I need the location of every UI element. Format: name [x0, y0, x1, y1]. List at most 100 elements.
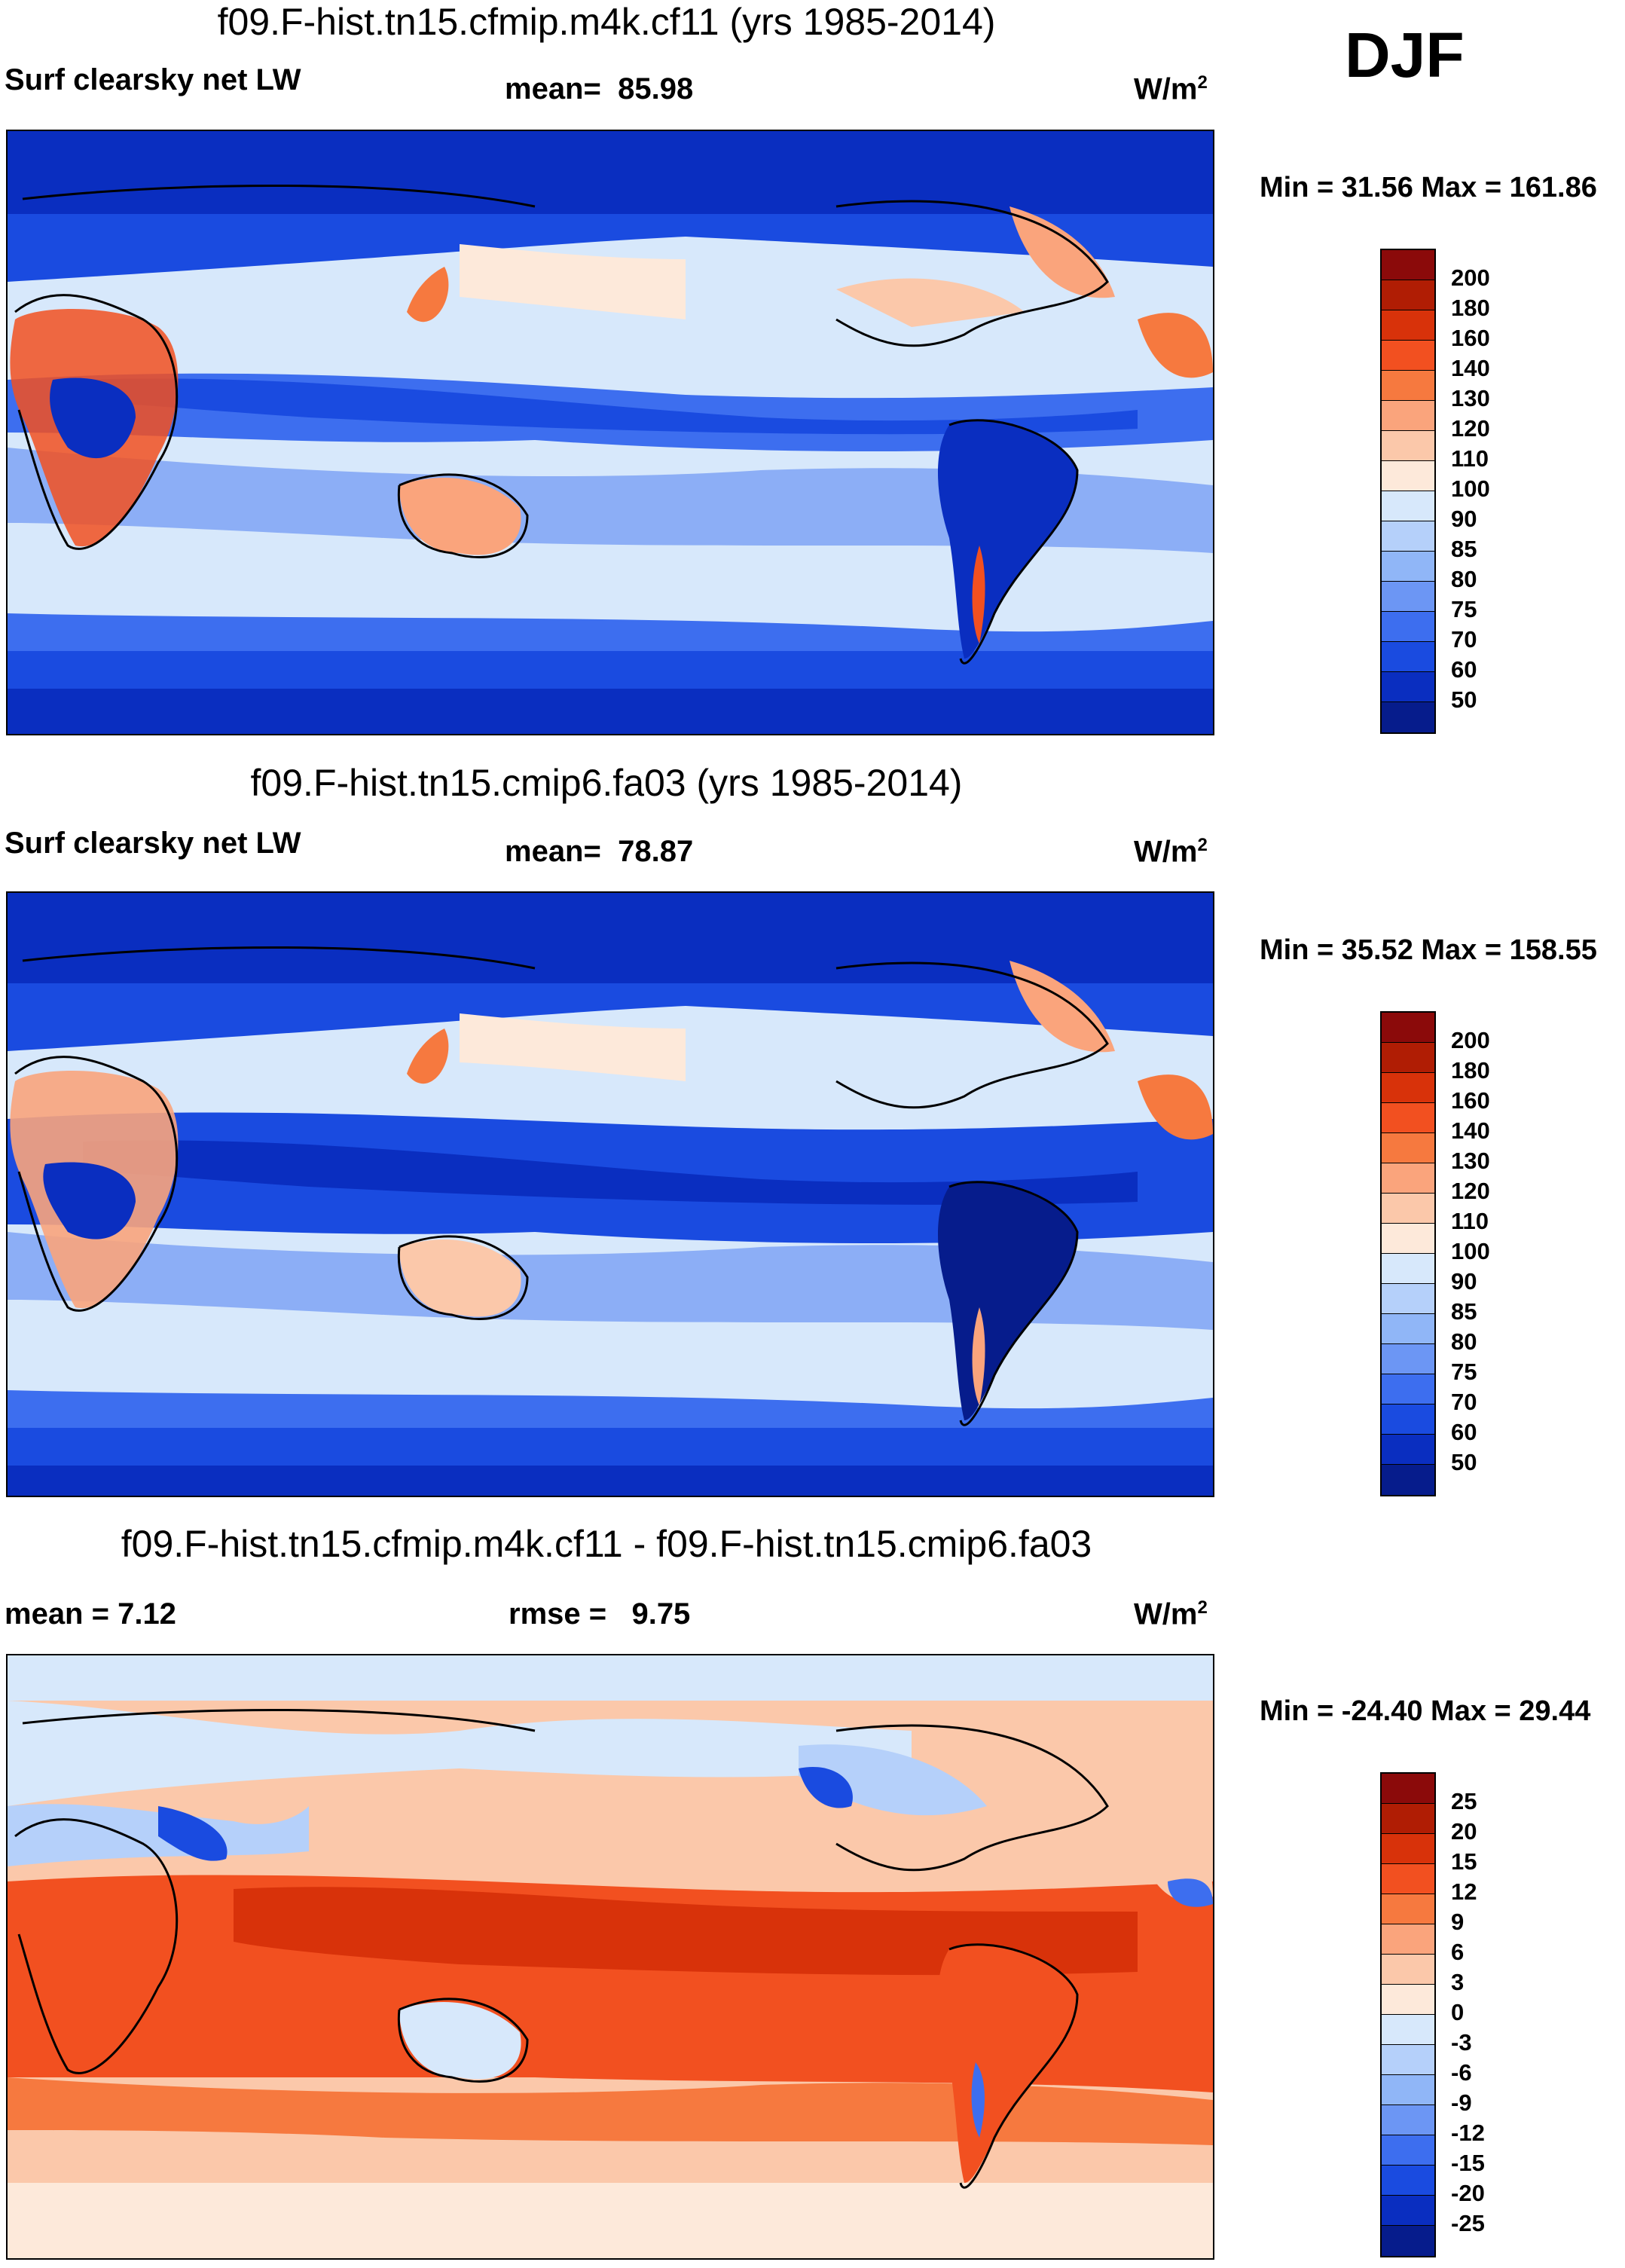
panel1-cb-label: 120 [1451, 415, 1490, 442]
panel1-cb-label: 60 [1451, 656, 1477, 683]
panel2-colorbar-swatch [1382, 1314, 1434, 1344]
panel2-mean: mean= 78.87 [505, 835, 693, 869]
panel3-units: W/m2 [1134, 1597, 1208, 1631]
panel3-colorbar-swatch [1382, 2105, 1434, 2135]
panel1-colorbar-swatch [1382, 371, 1434, 401]
panel3-cb-label: 15 [1451, 1848, 1477, 1875]
panel3-cb-label: -20 [1451, 2180, 1485, 2206]
panel1-colorbar-swatch [1382, 552, 1434, 582]
panel1-colorbar-swatch [1382, 672, 1434, 702]
panel3-cb-label: 9 [1451, 1909, 1465, 1935]
panel3-cb-label: 0 [1451, 1999, 1465, 2025]
panel3-units-base: W/m [1134, 1597, 1198, 1631]
panel3-colorbar-swatch [1382, 2196, 1434, 2226]
panel1-colorbar-swatch [1382, 612, 1434, 642]
panel3-cb-label: 3 [1451, 1969, 1465, 1995]
panel2-cb-label: 200 [1451, 1027, 1490, 1053]
panel2-minmax: Min = 35.52 Max = 158.55 [1260, 934, 1597, 966]
panel1-colorbar-swatch [1382, 521, 1434, 552]
panel3-mean: mean = 7.12 [5, 1597, 176, 1631]
panel1-cb-label: 85 [1451, 536, 1477, 562]
panel3-colorbar-swatch [1382, 1924, 1434, 1955]
panel2-colorbar-swatch [1382, 1163, 1434, 1194]
panel3-colorbar-swatch [1382, 2135, 1434, 2166]
panel1-units-exp: 2 [1197, 72, 1208, 93]
panel1-mean: mean= 85.98 [505, 72, 693, 106]
panel2-cb-label: 180 [1451, 1057, 1490, 1084]
panel1-colorbar-swatch [1382, 702, 1434, 732]
panel3-stat-value: 9.75 [631, 1597, 691, 1631]
panel1-colorbar-swatch [1382, 310, 1434, 341]
panel2-variable-label: Surf clearsky net LW [5, 827, 301, 860]
panel2-colorbar-swatch [1382, 1284, 1434, 1314]
panel1-map [6, 130, 1214, 735]
panel2-colorbar-swatch [1382, 1405, 1434, 1435]
panel1-minmax: Min = 31.56 Max = 161.86 [1260, 172, 1597, 203]
panel1-colorbar-swatch [1382, 582, 1434, 612]
panel1-cb-label: 160 [1451, 325, 1490, 351]
panel3-colorbar-swatch [1382, 1955, 1434, 1985]
panel2-colorbar-swatch [1382, 1374, 1434, 1405]
panel1-units-base: W/m [1134, 72, 1198, 106]
panel1-cb-label: 100 [1451, 475, 1490, 502]
panel3-stat-label: rmse = [509, 1597, 607, 1631]
panel3-minmax: Min = -24.40 Max = 29.44 [1260, 1695, 1591, 1727]
panel1-stat-label: mean= [505, 72, 601, 105]
season-label: DJF [1345, 20, 1465, 90]
panel3-cb-label: 20 [1451, 1818, 1477, 1845]
panel1-colorbar-swatch [1382, 461, 1434, 491]
panel1-colorbar-swatch [1382, 250, 1434, 280]
panel3-cb-label: 12 [1451, 1878, 1477, 1905]
panel3-colorbar-swatch [1382, 1774, 1434, 1804]
panel1-stat-value: 85.98 [618, 72, 694, 105]
panel2-colorbar-swatch [1382, 1254, 1434, 1284]
panel2-stat-label: mean= [505, 835, 601, 868]
panel2-cb-label: 160 [1451, 1087, 1490, 1114]
panel3-colorbar-swatch [1382, 2166, 1434, 2196]
panel2-cb-label: 60 [1451, 1419, 1477, 1445]
panel3-cb-label: -6 [1451, 2059, 1472, 2086]
panel1-variable-label: Surf clearsky net LW [5, 63, 301, 96]
panel1-title: f09.F-hist.tn15.cfmip.m4k.cf11 (yrs 1985… [217, 1, 996, 43]
panel3-colorbar-swatch [1382, 1834, 1434, 1864]
panel2-cb-label: 70 [1451, 1389, 1477, 1415]
panel3-rmse: rmse = 9.75 [509, 1597, 690, 1631]
panel2-cb-label: 90 [1451, 1268, 1477, 1294]
panel3-title: f09.F-hist.tn15.cfmip.m4k.cf11 - f09.F-h… [121, 1523, 1092, 1565]
panel3-units-exp: 2 [1197, 1597, 1208, 1618]
panel1-colorbar-swatch [1382, 401, 1434, 431]
panel3-colorbar-swatch [1382, 1985, 1434, 2015]
panel2-colorbar-swatch [1382, 1465, 1434, 1495]
panel3-cb-label: 25 [1451, 1788, 1477, 1814]
panel1-colorbar-swatch [1382, 642, 1434, 672]
panel1-cb-label: 140 [1451, 355, 1490, 381]
panel2-cb-label: 110 [1451, 1208, 1489, 1234]
panel1-cb-label: 200 [1451, 264, 1490, 291]
panel1-cb-label: 80 [1451, 566, 1477, 592]
panel1-cb-label: 70 [1451, 626, 1477, 653]
panel3-colorbar-swatch [1382, 2045, 1434, 2075]
panel2-colorbar-swatch [1382, 1043, 1434, 1073]
panel3-colorbar-swatch [1382, 1894, 1434, 1924]
panel1-units: W/m2 [1134, 72, 1208, 106]
panel1-colorbar-swatch [1382, 431, 1434, 461]
panel3-map [6, 1654, 1214, 2260]
panel1-cb-label: 180 [1451, 295, 1490, 321]
panel1-colorbar-swatch [1382, 280, 1434, 310]
panel2-units-base: W/m [1134, 835, 1198, 869]
panel2-colorbar-swatch [1382, 1344, 1434, 1374]
panel2-cb-label: 50 [1451, 1449, 1477, 1475]
panel2-cb-label: 85 [1451, 1298, 1477, 1325]
panel2-map [6, 891, 1214, 1497]
panel1-cb-label: 75 [1451, 596, 1477, 622]
panel3-cb-label: 6 [1451, 1939, 1465, 1965]
panel2-colorbar-swatch [1382, 1133, 1434, 1163]
panel3-colorbar [1380, 1772, 1436, 2257]
panel1-colorbar [1380, 249, 1436, 734]
panel1-cb-label: 110 [1451, 445, 1489, 472]
panel3-cb-label: -9 [1451, 2089, 1472, 2116]
panel2-units-exp: 2 [1197, 835, 1208, 855]
panel2-colorbar-swatch [1382, 1103, 1434, 1133]
panel2-title: f09.F-hist.tn15.cmip6.fa03 (yrs 1985-201… [250, 762, 963, 804]
panel3-colorbar-swatch [1382, 2075, 1434, 2105]
